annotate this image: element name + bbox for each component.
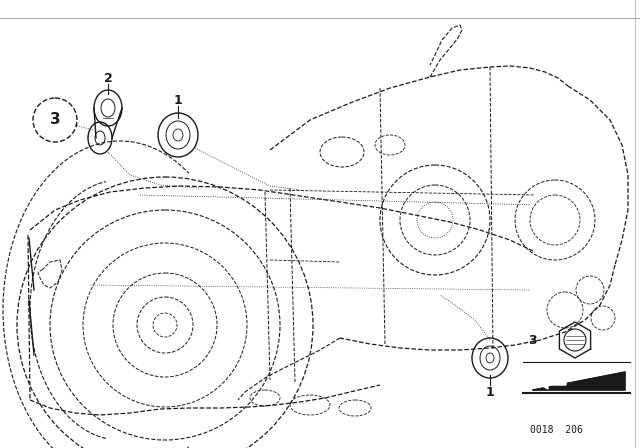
Text: 2: 2	[104, 72, 113, 85]
Text: 1: 1	[486, 385, 494, 399]
Polygon shape	[533, 373, 566, 389]
Text: 3: 3	[50, 112, 60, 128]
Text: 1: 1	[173, 94, 182, 107]
Text: 0018  206: 0018 206	[530, 425, 583, 435]
Text: 3: 3	[528, 333, 536, 346]
Polygon shape	[533, 372, 625, 390]
